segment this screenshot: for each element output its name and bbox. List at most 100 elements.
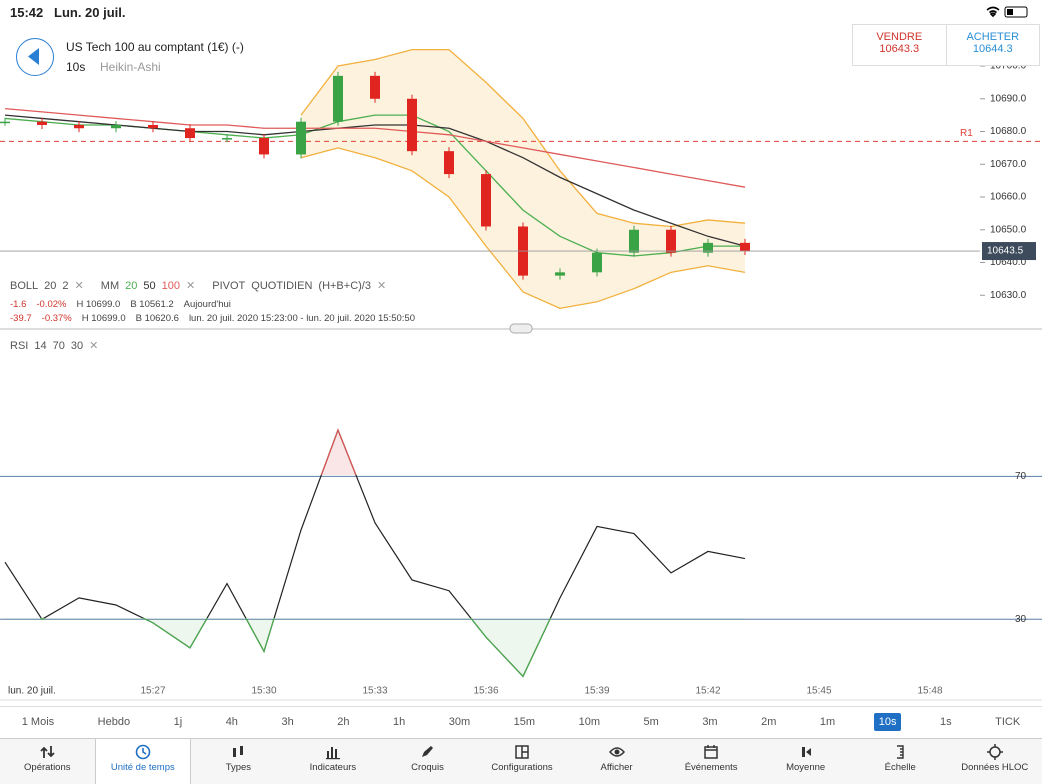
timeframe-option[interactable]: 3m [702,716,718,728]
toolbar-label: Indicateurs [309,762,357,773]
toolbar-button[interactable]: Types [191,739,286,784]
legend-text: RSI [10,340,29,352]
toolbar-button[interactable]: Unité de temps [94,739,192,784]
sell-price: 10643.3 [879,43,920,55]
timeframe-option[interactable]: 15m [513,716,536,728]
toolbar-label: Croquis [411,762,444,773]
candle [407,98,417,152]
timeframe-option[interactable]: 1s [939,716,952,728]
legend-text: 30 [70,340,84,352]
stat: H 10699.0 [81,313,126,324]
timeframe-option[interactable]: 1j [173,716,183,728]
toolbar-label: Types [225,762,252,773]
timeframe-option[interactable]: 10s [873,713,902,731]
y-tick-label: 10650.0 [990,224,1027,235]
candle [37,121,47,125]
candle [333,75,343,122]
toolbar-label: Opérations [24,762,71,773]
toolbar-label: Afficher [600,762,633,773]
stat: -0.02% [36,299,67,310]
toolbar-icon [704,745,718,759]
last-price-box [982,242,1036,261]
legend-text: 50 [143,280,156,292]
timeframe-bar: 1 Mois Hebdo 1j 4h 3h 2h 1h 30m 15m 10m 5m 3m 2m 1m 10… [0,706,1042,737]
toolbar-icon [422,746,434,757]
back-icon [28,48,39,65]
remove-icon[interactable]: ✕ [74,280,84,292]
toolbar-button[interactable]: Échelle [853,739,948,784]
legend-text: PIVOT [212,280,246,292]
indicator-line [4,114,746,247]
toolbar-button[interactable]: Opérations [0,739,95,784]
timeframe-option[interactable]: 10m [578,716,600,728]
stat: H 10699.0 [76,299,121,310]
candle [703,242,713,253]
back-button[interactable] [16,38,54,76]
timeframe-option[interactable]: 30m [448,716,471,728]
chart-style: Heikin-Ashi [100,60,161,74]
stat: -1.6 [10,299,27,310]
remove-icon[interactable]: ✕ [185,280,196,292]
remove-icon[interactable]: ✕ [376,280,387,292]
timeframe-option[interactable]: 1 Mois [21,716,55,728]
toolbar-label: Unité de temps [110,762,175,773]
pane-handle[interactable] [509,323,533,334]
candle [0,121,10,124]
y-tick-label: 10700.0 [990,61,1027,72]
toolbar-label: Échelle [884,762,916,773]
sell-button[interactable]: VENDRE 10643.3 [853,25,947,65]
toolbar-button[interactable]: Événements [664,739,759,784]
sell-label: VENDRE [876,31,923,43]
legend-text: 2 [62,280,69,292]
timeframe-option[interactable]: 1m [819,716,836,728]
legend-text: (H+B+C)/3 [318,280,371,292]
bottom-toolbar: Opérations Unité de temps Types Indicateurs… [0,738,1042,784]
timeframe-option[interactable]: 4h [225,716,238,728]
x-tick-label: 15:33 [362,686,387,697]
toolbar-icon [608,747,625,757]
timeframe-option[interactable]: TICK [995,716,1021,728]
stat: -0.37% [41,313,72,324]
buy-button[interactable]: ACHETER 10644.3 [947,25,1040,65]
toolbar-button[interactable]: Données HLOC [947,739,1042,784]
toolbar-button[interactable]: Configurations [475,739,570,784]
toolbar-icon [801,747,811,757]
timeframe-option[interactable]: 1h [392,716,406,728]
toolbar-icon [515,745,529,759]
timeframe-option[interactable]: 2m [761,716,777,728]
timeframe-option[interactable]: Hebdo [97,716,131,728]
toolbar-button[interactable]: Moyenne [758,739,853,784]
toolbar-button[interactable]: Indicateurs [286,739,381,784]
legend-text: 14 [34,340,47,352]
legend-text: 70 [52,340,65,352]
legend-text: 100 [161,280,180,292]
timeframe-option[interactable]: 2h [337,716,350,728]
candle [222,138,232,140]
rsi-line [4,428,746,678]
status-bar: 15:42 Lun. 20 juil. [0,0,1042,22]
candle [74,124,84,129]
stats-row: -39.7 -0.37% H 10699.0 B 10620.6 lun. 20 jui… [10,313,425,324]
y-tick-label: 10640.0 [990,257,1027,268]
stat: Aujourd'hui [183,299,231,310]
candle [740,242,750,252]
remove-icon[interactable]: ✕ [89,340,99,352]
price-legend: BOLL 20 2 ✕ MM 20 50 100 ✕ PIVOT QUOTIDIEN (H+B+C… [10,279,392,292]
legend-text: 20 [125,280,138,292]
last-price-label: 10643.5 [987,246,1024,257]
toolbar-label: Données HLOC [961,762,1029,773]
y-tick-label: 10690.0 [990,93,1027,104]
x-tick-label: 15:36 [473,686,498,697]
stat: B 10620.6 [135,313,179,324]
chart-area: lun. 20 juil. 10630.0 10640.0 10650.0 10660… [0,48,1042,701]
toolbar-button[interactable]: Croquis [380,739,475,784]
x-tick-label: 15:27 [140,686,165,697]
indicator-line [300,147,746,310]
toolbar-icon [897,745,904,759]
toolbar-button[interactable]: Afficher [569,739,664,784]
candle [185,128,195,139]
pivot-label: R1 [960,128,973,139]
candle [259,138,269,155]
timeframe-option[interactable]: 3h [281,716,294,728]
timeframe-option[interactable]: 5m [643,716,659,728]
